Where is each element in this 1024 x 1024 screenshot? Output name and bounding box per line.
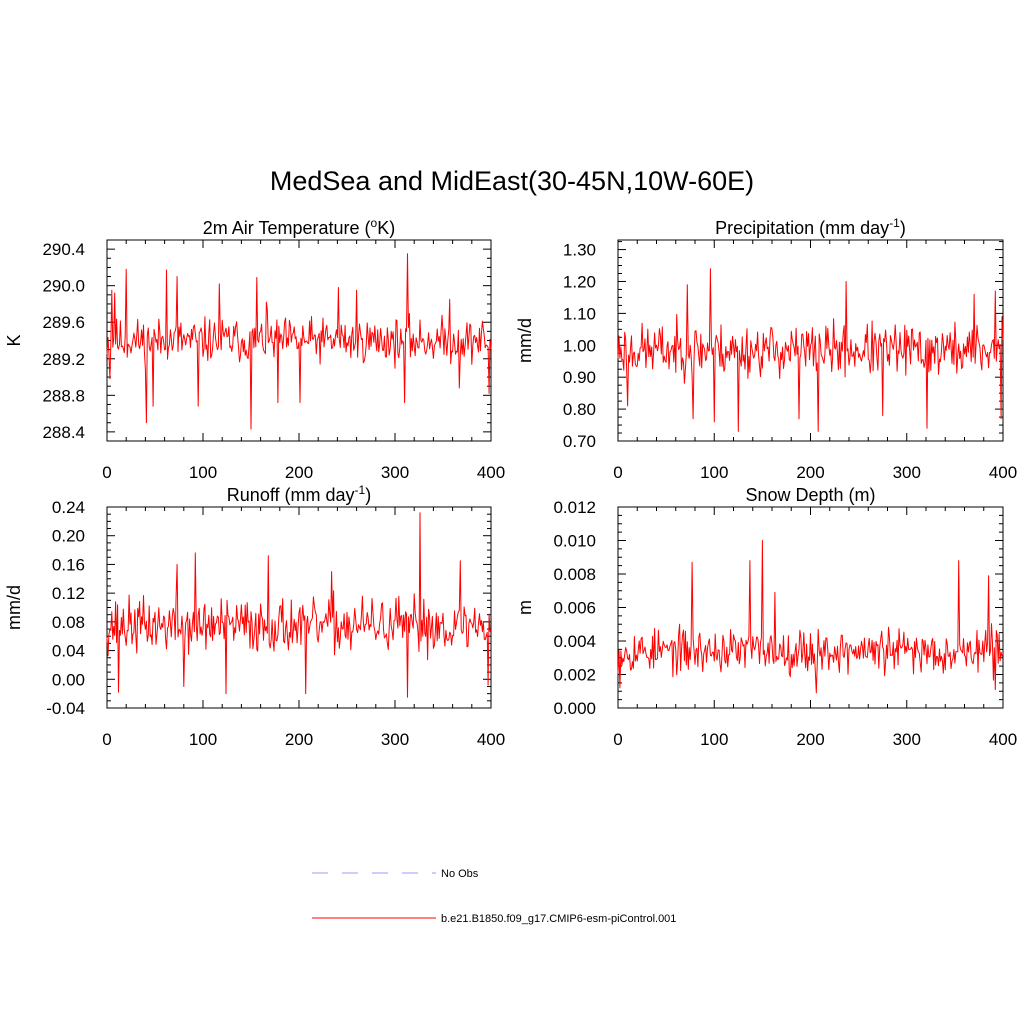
legend-label-no-obs: No Obs [441,868,479,880]
x-tick-label: 200 [796,463,824,482]
x-tick-label: 0 [102,730,111,749]
y-tick-label: 0.000 [553,699,596,718]
y-tick-label: 1.30 [563,241,596,260]
legend: No Obs b.e21.B1850.f09_g17.CMIP6-esm-piC… [312,868,676,925]
y-tick-label: 1.20 [563,272,596,291]
y-tick-label: 0.012 [553,498,596,517]
x-tick-label: 100 [189,463,217,482]
y-axis-label-snow-depth: m [515,600,535,615]
series-line-temperature [106,253,492,430]
x-tick-label: 0 [102,463,111,482]
plot-panels: 0 100 200 300 400 288.4 288.8 289.2 289.6 290.0 29… [4,216,1017,749]
x-tick-label: 300 [381,463,409,482]
panel-title-precipitation: Precipitation (mm day-1) [715,216,906,238]
y-tick-label: 288.4 [42,423,85,442]
y-tick-label: 0.90 [563,368,596,387]
x-tick-label: 200 [796,730,824,749]
panel-title-temperature: 2m Air Temperature (oK) [203,216,395,238]
y-tick-label: 0.12 [52,584,85,603]
y-axis-label-temperature: K [4,334,24,346]
x-tick-label: 0 [613,730,622,749]
legend-label-model: b.e21.B1850.f09_g17.CMIP6-esm-piControl.… [441,913,676,925]
series-line-precipitation [617,268,1004,432]
y-tick-label: 0.80 [563,400,596,419]
y-tick-label: 0.00 [52,670,85,689]
y-tick-label: 288.8 [42,386,85,405]
panel-precipitation: 0 100 200 300 400 0.70 0.80 0.90 1.00 1.10 1.20 1.3… [515,216,1017,482]
x-tick-label: 200 [285,730,313,749]
y-tick-label: 0.002 [553,666,596,685]
y-tick-label: 0.008 [553,565,596,584]
x-tick-label: 0 [613,463,622,482]
plot-frame-snow-depth [617,506,1004,709]
x-tick-label: 100 [700,730,728,749]
series-line-runoff [106,512,492,698]
panel-snow-depth: 0 100 200 300 400 0.000 0.002 0.004 0.006 0.008 0.… [515,485,1017,749]
y-tick-label: 0.010 [553,532,596,551]
x-tick-label: 300 [893,730,921,749]
panel-title-runoff: Runoff (mm day-1) [227,483,371,505]
series-line-snow-depth [617,540,1004,694]
x-tick-label: 400 [989,463,1017,482]
plot-frame-temperature [106,239,492,442]
y-tick-label: 0.70 [563,432,596,451]
x-tick-label: 400 [477,463,505,482]
panel-title-snow-depth: Snow Depth (m) [745,485,875,505]
panel-temperature: 0 100 200 300 400 288.4 288.8 289.2 289.6 290.0 29… [4,216,505,482]
plot-frame-runoff [106,506,492,709]
y-tick-label: 289.2 [42,350,85,369]
y-tick-label: 0.08 [52,613,85,632]
y-tick-label: 0.006 [553,599,596,618]
x-tick-label: 100 [189,730,217,749]
x-tick-label: 100 [700,463,728,482]
x-tick-label: 300 [381,730,409,749]
y-tick-label: 290.0 [42,277,85,296]
panel-runoff: 0 100 200 300 400 -0.04 0.00 0.04 0.08 0.12 0.16 0.… [4,483,505,749]
y-tick-label: 0.04 [52,642,85,661]
y-tick-label: 1.10 [563,304,596,323]
y-tick-label: 290.4 [42,240,85,259]
y-tick-label: 289.6 [42,313,85,332]
y-tick-label: -0.04 [46,699,85,718]
y-tick-label: 0.24 [52,498,85,517]
y-axis-label-runoff: mm/d [4,585,24,630]
x-tick-label: 400 [989,730,1017,749]
y-tick-label: 1.00 [563,336,596,355]
x-tick-label: 300 [893,463,921,482]
y-axis-label-precipitation: mm/d [515,318,535,363]
x-tick-label: 400 [477,730,505,749]
x-tick-label: 200 [285,463,313,482]
y-tick-label: 0.16 [52,555,85,574]
y-tick-label: 0.20 [52,527,85,546]
plot-frame-precipitation [617,239,1004,442]
figure-title: MedSea and MidEast(30-45N,10W-60E) [269,166,755,196]
y-tick-label: 0.004 [553,632,596,651]
